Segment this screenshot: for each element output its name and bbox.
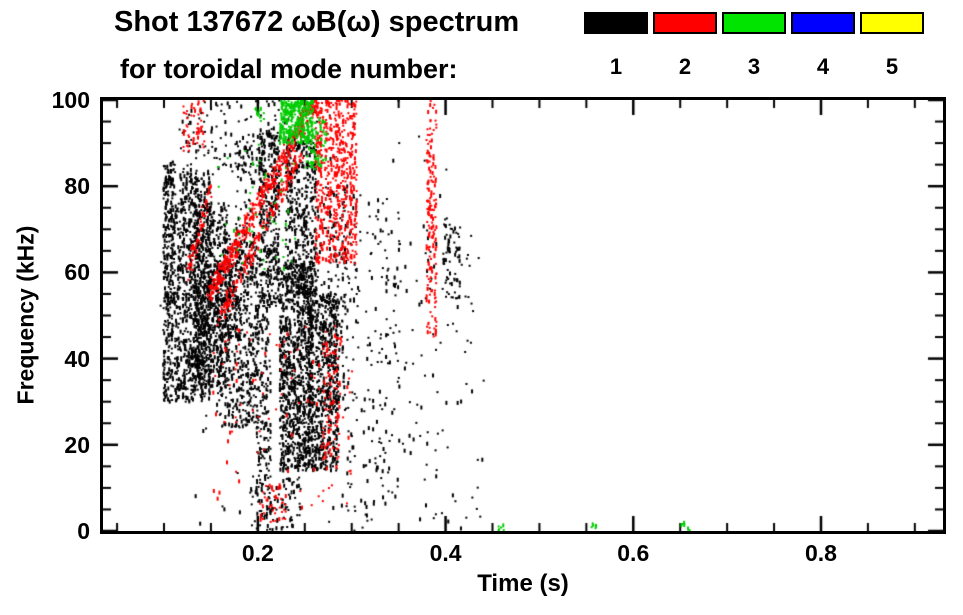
legend-swatch-n1 [584,12,648,34]
legend: 1 2 3 4 5 [584,12,924,80]
y-tick-label: 100 [51,87,90,113]
legend-number: 1 [609,54,623,79]
legend-swatch-n2 [653,12,717,34]
x-tick-label: 0.2 [241,540,274,566]
plot-area [100,97,946,534]
y-tick-label: 60 [64,259,90,286]
y-tick-label: 20 [64,431,90,458]
x-axis-label: Time (s) [477,570,569,597]
x-tick-label: 0.8 [804,540,837,566]
legend-swatch-row [584,12,924,34]
legend-number: 4 [816,54,830,79]
chart-title: Shot 137672 ωB(ω) spectrum [114,6,520,38]
y-tick-label: 0 [77,518,90,544]
chart-subtitle: for toroidal mode number: [120,54,458,84]
spectrogram-canvas [103,100,943,531]
y-tick-label: 40 [64,345,90,372]
x-tick-label: 0.4 [429,540,462,566]
legend-swatch-n5 [860,12,924,34]
legend-swatch-n3 [722,12,786,34]
x-tick-label: 0.6 [617,540,650,566]
y-axis-label: Frequency (kHz) [12,225,39,405]
legend-number-row: 1 2 3 4 5 [584,54,924,80]
legend-number: 5 [885,54,899,79]
legend-swatch-n4 [791,12,855,34]
legend-number: 3 [747,54,761,79]
legend-number: 2 [678,54,692,79]
y-tick-label: 80 [64,173,90,200]
